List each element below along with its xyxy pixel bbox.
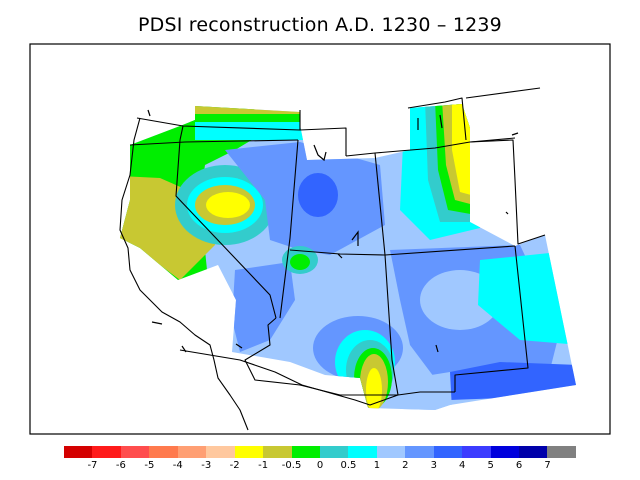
lake-mark-8	[505, 211, 509, 215]
legend-tick-label: -0.5	[281, 460, 302, 471]
legend-swatch	[120, 446, 150, 458]
legend-tick-label: -2	[229, 460, 240, 471]
border-northeast-2	[465, 87, 541, 99]
field-green-blob	[290, 254, 310, 270]
lake-mark-5	[147, 109, 151, 117]
field-cyan-north	[195, 122, 305, 140]
legend-swatch	[348, 446, 377, 458]
lake-mark-2	[337, 253, 343, 259]
field-green-north	[190, 114, 305, 124]
legend-swatch	[547, 446, 576, 458]
lake-mark-6	[235, 343, 243, 349]
border-utah-nevada	[279, 139, 299, 319]
color-legend	[64, 446, 576, 458]
border-mexico	[179, 349, 455, 406]
lake-mark-1	[351, 230, 359, 246]
legend-swatch	[490, 446, 519, 458]
border-north-1	[136, 110, 301, 131]
map-title: PDSI reconstruction A.D. 1230 – 1239	[138, 14, 502, 36]
legend-swatch	[263, 446, 292, 458]
field-midblue-south	[232, 262, 295, 352]
border-nm-texas	[454, 245, 529, 392]
legend-swatch	[319, 446, 349, 458]
border-four-corners-lat	[289, 245, 516, 256]
border-idaho-west	[179, 125, 184, 141]
legend-tick-label: 4	[459, 460, 466, 471]
legend-tick-label: 6	[515, 460, 523, 471]
boundary-lines	[119, 87, 546, 431]
legend-tick-label: 1	[373, 460, 381, 471]
great-salt-lake-mark	[313, 144, 327, 162]
border-northeast-1	[407, 97, 467, 141]
legend-swatch	[64, 446, 93, 458]
legend-swatch	[206, 446, 235, 458]
field-blue-center	[298, 173, 338, 217]
legend-tick-label: -7	[87, 460, 98, 471]
legend-tick-label: -4	[172, 460, 183, 471]
legend-tick-label: 7	[544, 460, 551, 471]
lake-mark-11	[181, 345, 187, 353]
legend-tick-label: 2	[402, 460, 409, 471]
border-wyoming	[345, 139, 546, 245]
coastline-west	[119, 117, 249, 431]
legend-swatch	[177, 446, 207, 458]
legend-swatch	[291, 446, 320, 458]
legend-tick-label: -6	[115, 460, 126, 471]
legend-swatch	[234, 446, 264, 458]
lake-mark-4	[439, 114, 443, 129]
border-colorado-north	[374, 152, 386, 256]
legend-swatch	[149, 446, 178, 458]
legend-swatch	[92, 446, 121, 458]
legend-tick-label: 5	[487, 460, 494, 471]
legend-swatch	[376, 446, 406, 458]
border-utah-north	[299, 127, 347, 156]
lake-mark-9	[511, 132, 519, 136]
border-nevada-california	[175, 139, 277, 319]
field-yellow-northeast	[452, 104, 471, 195]
legend-tick-label: 0.5	[340, 460, 357, 471]
legend-swatch	[405, 446, 434, 458]
field-yellow-core	[206, 192, 250, 218]
field-lightblue-southeast-edge	[400, 372, 452, 410]
water-features	[147, 109, 519, 353]
legend-swatch	[433, 446, 463, 458]
legend-tick-label: 3	[430, 460, 437, 471]
legend-swatch	[462, 446, 491, 458]
field-yellow-south-blob	[366, 368, 382, 410]
legend-tick-label: 0	[316, 460, 324, 471]
legend-tick-label: -3	[201, 460, 212, 471]
legend-tick-label: -1	[258, 460, 269, 471]
border-oregon-south	[129, 139, 299, 146]
pdsi-field	[120, 104, 576, 410]
legend-labels: -7 -6 -5 -4 -3 -2 -1 -0.5 0 0.5 1 2 3 4 5 6 7	[64, 460, 576, 474]
border-arizona-nm	[384, 254, 399, 396]
legend-tick-label: -5	[144, 460, 155, 471]
border-northeast-3	[469, 137, 516, 143]
lake-mark-7	[435, 344, 439, 353]
legend-swatch	[519, 446, 548, 458]
lake-mark-10	[151, 321, 163, 325]
